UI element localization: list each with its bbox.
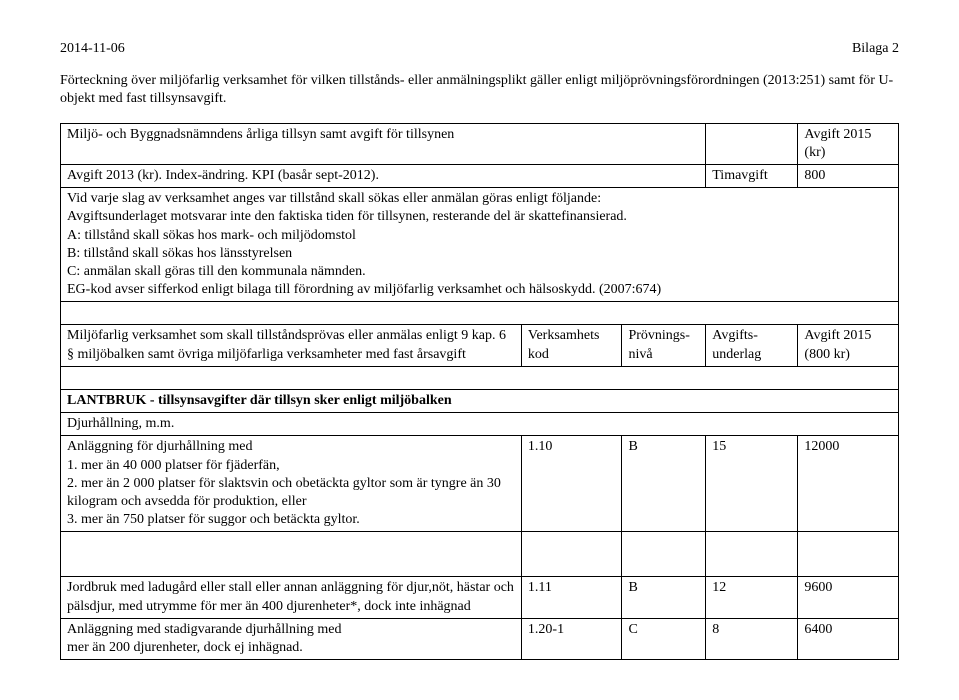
section-sub: Djurhållning, m.m. [61,413,899,436]
explain-row: Vid varje slag av verksamhet anges var t… [61,188,899,302]
col-kod: Verksamhets kod [521,325,622,366]
table-row: Anläggning för djurhållning med 1. mer ä… [61,436,899,532]
doc-bilaga: Bilaga 2 [852,40,899,58]
empty-cell [706,123,798,164]
r2-avgift: 9600 [798,577,899,618]
col-niva: Prövnings-nivå [622,325,706,366]
col-underlag: Avgifts-underlag [706,325,798,366]
blank-row-2 [61,366,899,389]
intro-paragraph: Förteckning över miljöfarlig verksamhet … [60,72,899,108]
spacer-row [61,532,899,577]
avgift-2013-label: Avgift 2013 (kr). Index-ändring. KPI (ba… [61,164,706,187]
r3-niva: C [622,618,706,659]
section-sub-row: Djurhållning, m.m. [61,413,899,436]
blank-cell-2 [61,366,899,389]
doc-date: 2014-11-06 [60,40,125,58]
blank-row [61,302,899,325]
column-headers: Miljöfarlig verksamhet som skall tillstå… [61,325,899,366]
header-row-2: Avgift 2013 (kr). Index-ändring. KPI (ba… [61,164,899,187]
r3-avgift: 6400 [798,618,899,659]
r1-niva: B [622,436,706,532]
r3-underlag: 8 [706,618,798,659]
r1-kod: 1.10 [521,436,622,532]
r2-underlag: 12 [706,577,798,618]
col-verksamhet: Miljöfarlig verksamhet som skall tillstå… [61,325,522,366]
table-row: Anläggning med stadigvarande djurhållnin… [61,618,899,659]
tillsyn-title: Miljö- och Byggnadsnämndens årliga tills… [61,123,706,164]
r3-kod: 1.20-1 [521,618,622,659]
r1-avgift: 12000 [798,436,899,532]
header-row-1: Miljö- och Byggnadsnämndens årliga tills… [61,123,899,164]
blank-cell [61,302,899,325]
avgift-2015-header: Avgift 2015 (kr) [798,123,899,164]
timavgift-value: 800 [798,164,899,187]
table-row: Jordbruk med ladugård eller stall eller … [61,577,899,618]
col-avgift: Avgift 2015 (800 kr) [798,325,899,366]
r1-underlag: 15 [706,436,798,532]
r2-niva: B [622,577,706,618]
r3-text: Anläggning med stadigvarande djurhållnin… [61,618,522,659]
section-title-row: LANTBRUK - tillsynsavgifter där tillsyn … [61,390,899,413]
r1-text: Anläggning för djurhållning med 1. mer ä… [61,436,522,532]
r2-kod: 1.11 [521,577,622,618]
r2-text: Jordbruk med ladugård eller stall eller … [61,577,522,618]
timavgift-label: Timavgift [706,164,798,187]
main-table: Miljö- och Byggnadsnämndens årliga tills… [60,123,899,661]
explain-text: Vid varje slag av verksamhet anges var t… [61,188,899,302]
section-title: LANTBRUK - tillsynsavgifter där tillsyn … [61,390,899,413]
